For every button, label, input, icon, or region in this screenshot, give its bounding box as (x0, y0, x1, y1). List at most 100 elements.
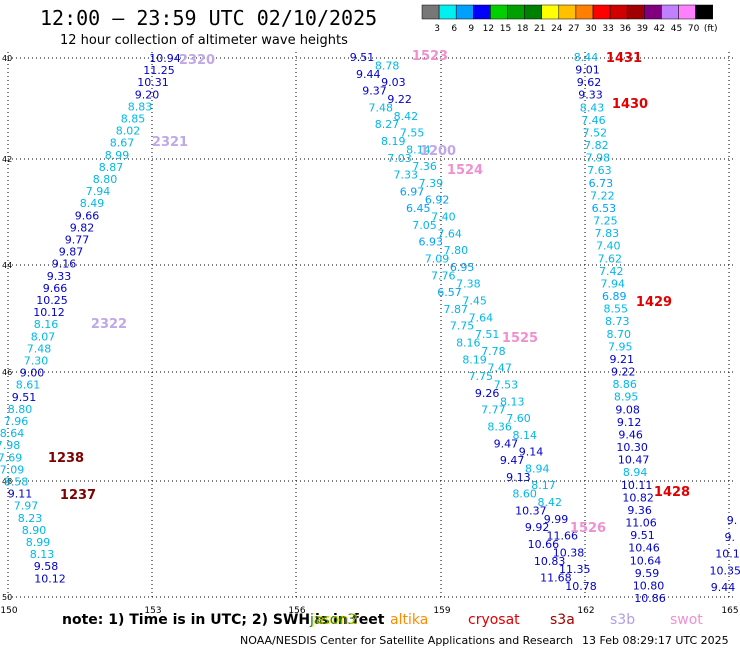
swh-value: 7.87 (444, 303, 469, 316)
swh-value: 8.64 (0, 427, 24, 440)
legend-s3a: s3a (550, 612, 575, 628)
legend-jason2: jason2 (312, 612, 359, 628)
swh-value: 6.89 (602, 290, 627, 303)
swh-value: 9. (725, 531, 736, 544)
swh-value: 7.38 (456, 278, 481, 291)
swh-value: 8.78 (375, 59, 400, 72)
swh-value: 8.43 (580, 101, 605, 114)
swh-value: 7.94 (86, 185, 111, 198)
scale-tick-label: 45 (671, 24, 682, 34)
swh-value: 10.86 (634, 592, 666, 605)
swh-value: 7.09 (425, 253, 450, 266)
swh-value: 6.95 (450, 261, 475, 274)
swh-value: 9.11 (8, 488, 33, 501)
lon-label: 159 (433, 606, 450, 616)
swh-value: 9.08 (615, 403, 640, 416)
swh-value: 7.51 (475, 328, 500, 341)
swh-value: 8.99 (105, 149, 130, 162)
scale-tick-label: 18 (517, 24, 529, 34)
swh-value: 9.33 (47, 270, 72, 283)
pass-number-label: 1431 (606, 51, 642, 66)
swh-value: 7.42 (599, 265, 624, 278)
swh-value: 8.23 (18, 512, 43, 525)
lon-label: 156 (288, 606, 305, 616)
swh-value: 8.80 (8, 403, 33, 416)
swh-value: 9.62 (577, 76, 602, 89)
swh-value: 7.55 (400, 127, 425, 140)
swh-value: 9.51 (630, 529, 655, 542)
swh-value: 9.22 (387, 93, 412, 106)
swh-value: 7.48 (369, 101, 394, 114)
swh-value: 7.77 (481, 404, 506, 417)
swh-value: 10.25 (36, 294, 68, 307)
lat-label: 50 (2, 593, 12, 602)
swh-value: 6.53 (592, 202, 617, 215)
footer-credit: NOAA/NESDIS Center for Satellite Applica… (240, 634, 574, 647)
legend-jason3: jason3 (310, 612, 357, 628)
swh-value: 11.68 (540, 572, 572, 585)
swh-value: 7.53 (494, 378, 519, 391)
swh-value: 9.21 (609, 353, 634, 366)
map-title: 12:00 – 23:59 UTC 02/10/2025 (40, 6, 378, 30)
swh-value: 7.78 (481, 345, 506, 358)
swh-value: 9.66 (43, 282, 68, 295)
pass-number-label: 1428 (654, 485, 690, 500)
swh-value: 9.14 (519, 446, 544, 459)
lat-label: 44 (2, 261, 12, 270)
swh-value: 10.31 (137, 76, 169, 89)
swh-value: 8.02 (116, 125, 141, 138)
swh-value: 10.46 (628, 542, 660, 555)
swh-value: 9.20 (135, 88, 160, 101)
swh-value: 7.48 (27, 342, 52, 355)
swh-value: 7.05 (412, 219, 437, 232)
swh-value: 8.16 (456, 336, 481, 349)
pass-number-label: 2321 (152, 135, 188, 150)
swh-value: 7.47 (487, 362, 512, 375)
swh-value: 7.40 (431, 211, 456, 224)
swh-value: 8.36 (487, 420, 512, 433)
swh-value: 9.77 (65, 234, 90, 247)
swh-value: 8.70 (606, 328, 631, 341)
swh-value: 7.25 (593, 215, 618, 228)
scale-tick-label: 70 (688, 24, 700, 34)
scale-tick-label: 27 (568, 24, 579, 34)
swh-value: 8.16 (34, 318, 59, 331)
swh-value: 8.67 (110, 137, 135, 150)
swh-value: 8.87 (99, 161, 124, 174)
swh-value: 9.51 (12, 391, 37, 404)
scale-tick-label: (ft) (704, 24, 718, 34)
swh-value: 7.64 (437, 227, 462, 240)
swh-value: 9.59 (635, 567, 660, 580)
swh-value: 7.60 (506, 412, 531, 425)
swh-value: 7.97 (14, 500, 39, 513)
swh-value: 8.19 (462, 353, 487, 366)
swh-value: 8.60 (512, 488, 537, 501)
swh-value: 9.36 (627, 504, 652, 517)
swh-value: 7.76 (431, 269, 456, 282)
pass-number-label: 1200 (420, 144, 456, 159)
pass-number-label: 1525 (502, 331, 538, 346)
swh-value: 9.47 (494, 437, 519, 450)
scale-tick-label: 21 (534, 24, 545, 34)
swh-value: 8.27 (375, 118, 400, 131)
swh-value: 10.12 (33, 306, 65, 319)
lat-label: 48 (2, 477, 12, 486)
swh-value: 8.13 (30, 548, 55, 561)
swh-value: 11.35 (559, 563, 591, 576)
swh-value: 7.52 (583, 126, 608, 139)
swh-value: 7.22 (590, 189, 615, 202)
swh-value: 9.00 (20, 367, 45, 380)
color-scale: 3 6 9 12 15 18 21 24 27 30 33 36 39 42 45 70 (ft) (421, 4, 718, 34)
swh-value: 7.75 (450, 320, 475, 333)
swh-value: 8.17 (531, 479, 556, 492)
swh-value: 9.51 (350, 51, 375, 64)
swh-value: 10.94 (149, 52, 181, 65)
scale-tick-label: 39 (637, 24, 649, 34)
swh-value: 10.66 (528, 538, 560, 551)
swh-value: 9.01 (575, 64, 600, 77)
swh-value: 8.58 (4, 476, 29, 489)
swh-value: 11.06 (625, 517, 657, 530)
swh-value: 10.47 (618, 454, 650, 467)
swh-value: 7.69 (0, 451, 22, 464)
